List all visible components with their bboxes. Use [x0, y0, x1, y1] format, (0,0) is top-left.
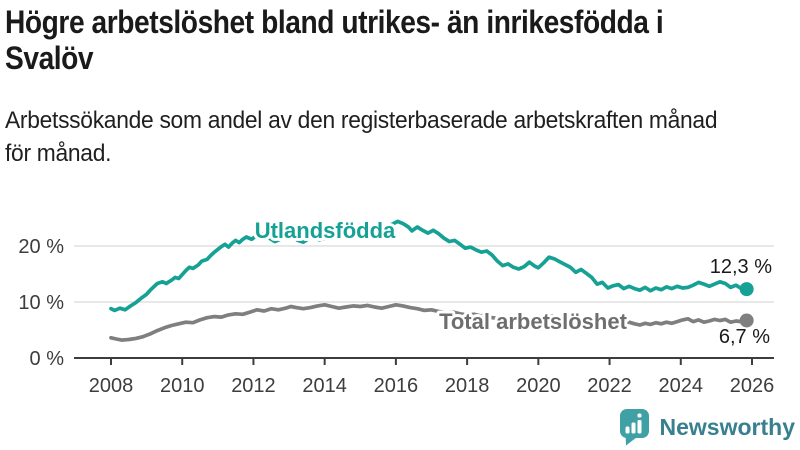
- x-axis-tick-label: 2010: [160, 375, 205, 397]
- series-end-dot-total: [739, 313, 754, 328]
- title-line-1: Högre arbetslöshet bland utrikes- än inr…: [5, 4, 664, 40]
- x-axis-ticks-group: 2008 2010 2012 2014 2016 2018 2020 2022 2024 2026: [89, 358, 774, 397]
- end-value-label-total: 6,7 %: [719, 326, 770, 348]
- series-label-utlandsfodda: Utlandsfödda: [255, 218, 396, 243]
- series-lines-group: [109, 219, 754, 342]
- subtitle-line-1: Arbetssökande som andel av den registerb…: [5, 107, 718, 134]
- end-value-label-utlandsfodda: 12,3 %: [710, 256, 772, 278]
- newsworthy-logo: Newsworthy: [619, 408, 795, 446]
- series-line-total: [109, 302, 749, 342]
- x-axis-tick-label: 2014: [302, 375, 347, 397]
- x-axis-tick-label: 2008: [89, 375, 134, 397]
- series-end-dot-utlandsfodda: [739, 282, 754, 297]
- brand-name: Newsworthy: [659, 413, 795, 440]
- y-axis-labels-group: 0 % 10 % 20 %: [18, 236, 64, 370]
- y-axis-tick-label: 20 %: [18, 236, 64, 258]
- gridlines-group: [74, 245, 774, 303]
- series-label-total: Total arbetslöshet: [439, 309, 628, 334]
- x-axis-tick-label: 2018: [445, 375, 490, 397]
- x-axis-tick-label: 2022: [587, 375, 632, 397]
- x-axis-tick-label: 2020: [516, 375, 561, 397]
- page-title: Högre arbetslöshet bland utrikes- än inr…: [5, 4, 664, 76]
- newsworthy-icon: [619, 409, 649, 446]
- line-chart: 2008 2010 2012 2014 2016 2018 2020 2022 2024 2026…: [18, 215, 774, 397]
- y-axis-tick-label: 10 %: [18, 292, 64, 314]
- x-axis-tick-label: 2026: [730, 375, 775, 397]
- y-axis-tick-label: 0 %: [30, 348, 65, 370]
- series-line-utlandsfodda: [109, 219, 749, 313]
- x-axis-tick-label: 2012: [231, 375, 276, 397]
- subtitle-line-2: för månad.: [5, 140, 112, 167]
- title-line-2: Svalöv: [5, 40, 94, 76]
- chart-subtitle: Arbetssökande som andel av den registerb…: [5, 104, 718, 170]
- x-axis-tick-label: 2024: [659, 375, 704, 397]
- x-axis-tick-label: 2016: [374, 375, 419, 397]
